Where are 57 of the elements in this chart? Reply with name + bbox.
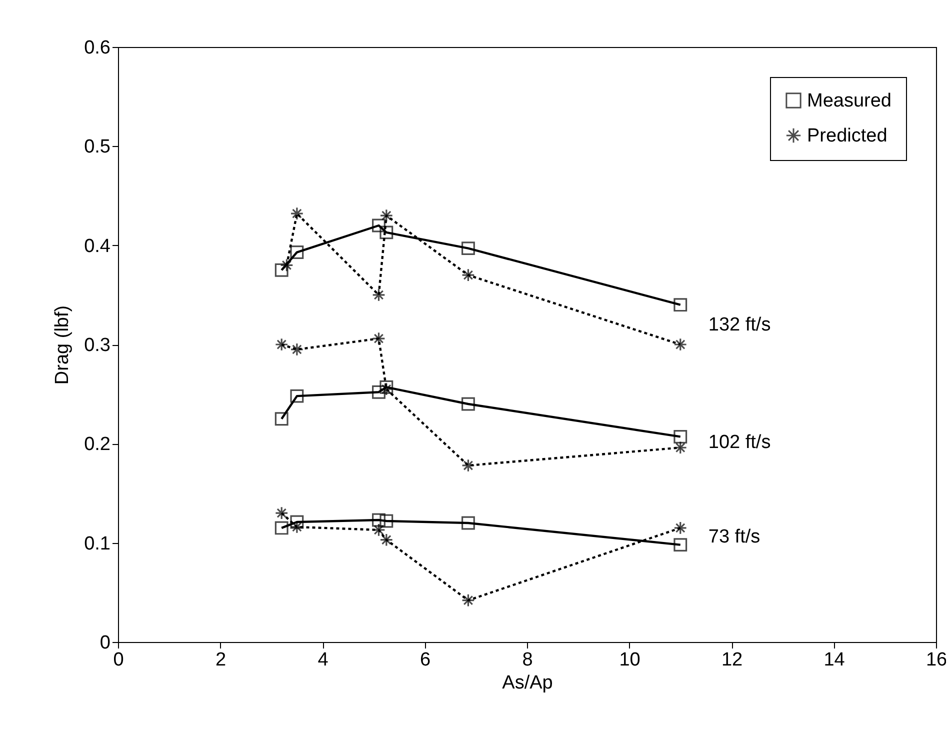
point (372, 385, 386, 399)
point (461, 516, 475, 530)
point (274, 521, 288, 535)
point (461, 594, 475, 608)
y-tick-label: 0.3 (84, 335, 110, 356)
y-axis-title: Drag (lbf) (52, 305, 74, 385)
y-tick-label: 0.6 (84, 38, 110, 58)
point (290, 206, 304, 220)
y-tick-label: 0.1 (84, 533, 110, 554)
point (372, 523, 386, 537)
annotation: 102 ft/s (708, 432, 771, 454)
point (372, 332, 386, 346)
x-tick-label: 16 (926, 650, 948, 670)
point (674, 298, 688, 312)
point (280, 258, 294, 272)
point (274, 506, 288, 520)
point (461, 397, 475, 411)
point (674, 440, 688, 454)
legend-label: Predicted (807, 126, 888, 146)
point (674, 338, 688, 352)
x-tick-label: 8 (522, 650, 533, 670)
point (290, 246, 304, 259)
x-tick-label: 14 (824, 650, 846, 670)
point (461, 458, 475, 472)
point (290, 515, 304, 529)
point (674, 430, 688, 444)
point (380, 514, 394, 528)
point (461, 242, 475, 256)
point (290, 520, 304, 534)
y-tick-label: 0.4 (84, 236, 111, 257)
point (274, 338, 288, 352)
point (372, 218, 386, 232)
point (380, 533, 394, 547)
x-tick-label: 2 (215, 650, 226, 670)
annotation: 73 ft/s (708, 526, 760, 548)
x-tick-label: 12 (721, 650, 743, 670)
x-tick-label: 6 (420, 650, 431, 670)
point (674, 538, 688, 552)
point (372, 288, 386, 302)
y-tick-label: 0.2 (84, 434, 110, 456)
y-tick-label: 0.5 (84, 136, 110, 158)
point (674, 521, 688, 535)
point (380, 226, 394, 240)
x-tick-label: 10 (619, 650, 640, 670)
x-tick-label: 0 (113, 650, 124, 670)
point (290, 342, 304, 356)
y-tick-label: 0 (100, 632, 110, 654)
x-tick-label: 4 (318, 650, 329, 670)
point (380, 208, 394, 222)
point (274, 263, 288, 277)
point (461, 268, 475, 282)
point (274, 412, 288, 426)
annotation: 132 ft/s (708, 314, 771, 336)
point (372, 513, 386, 527)
x-axis-title: As/Ap (502, 672, 553, 694)
legend-label: Measured (807, 90, 892, 112)
point (290, 389, 304, 403)
